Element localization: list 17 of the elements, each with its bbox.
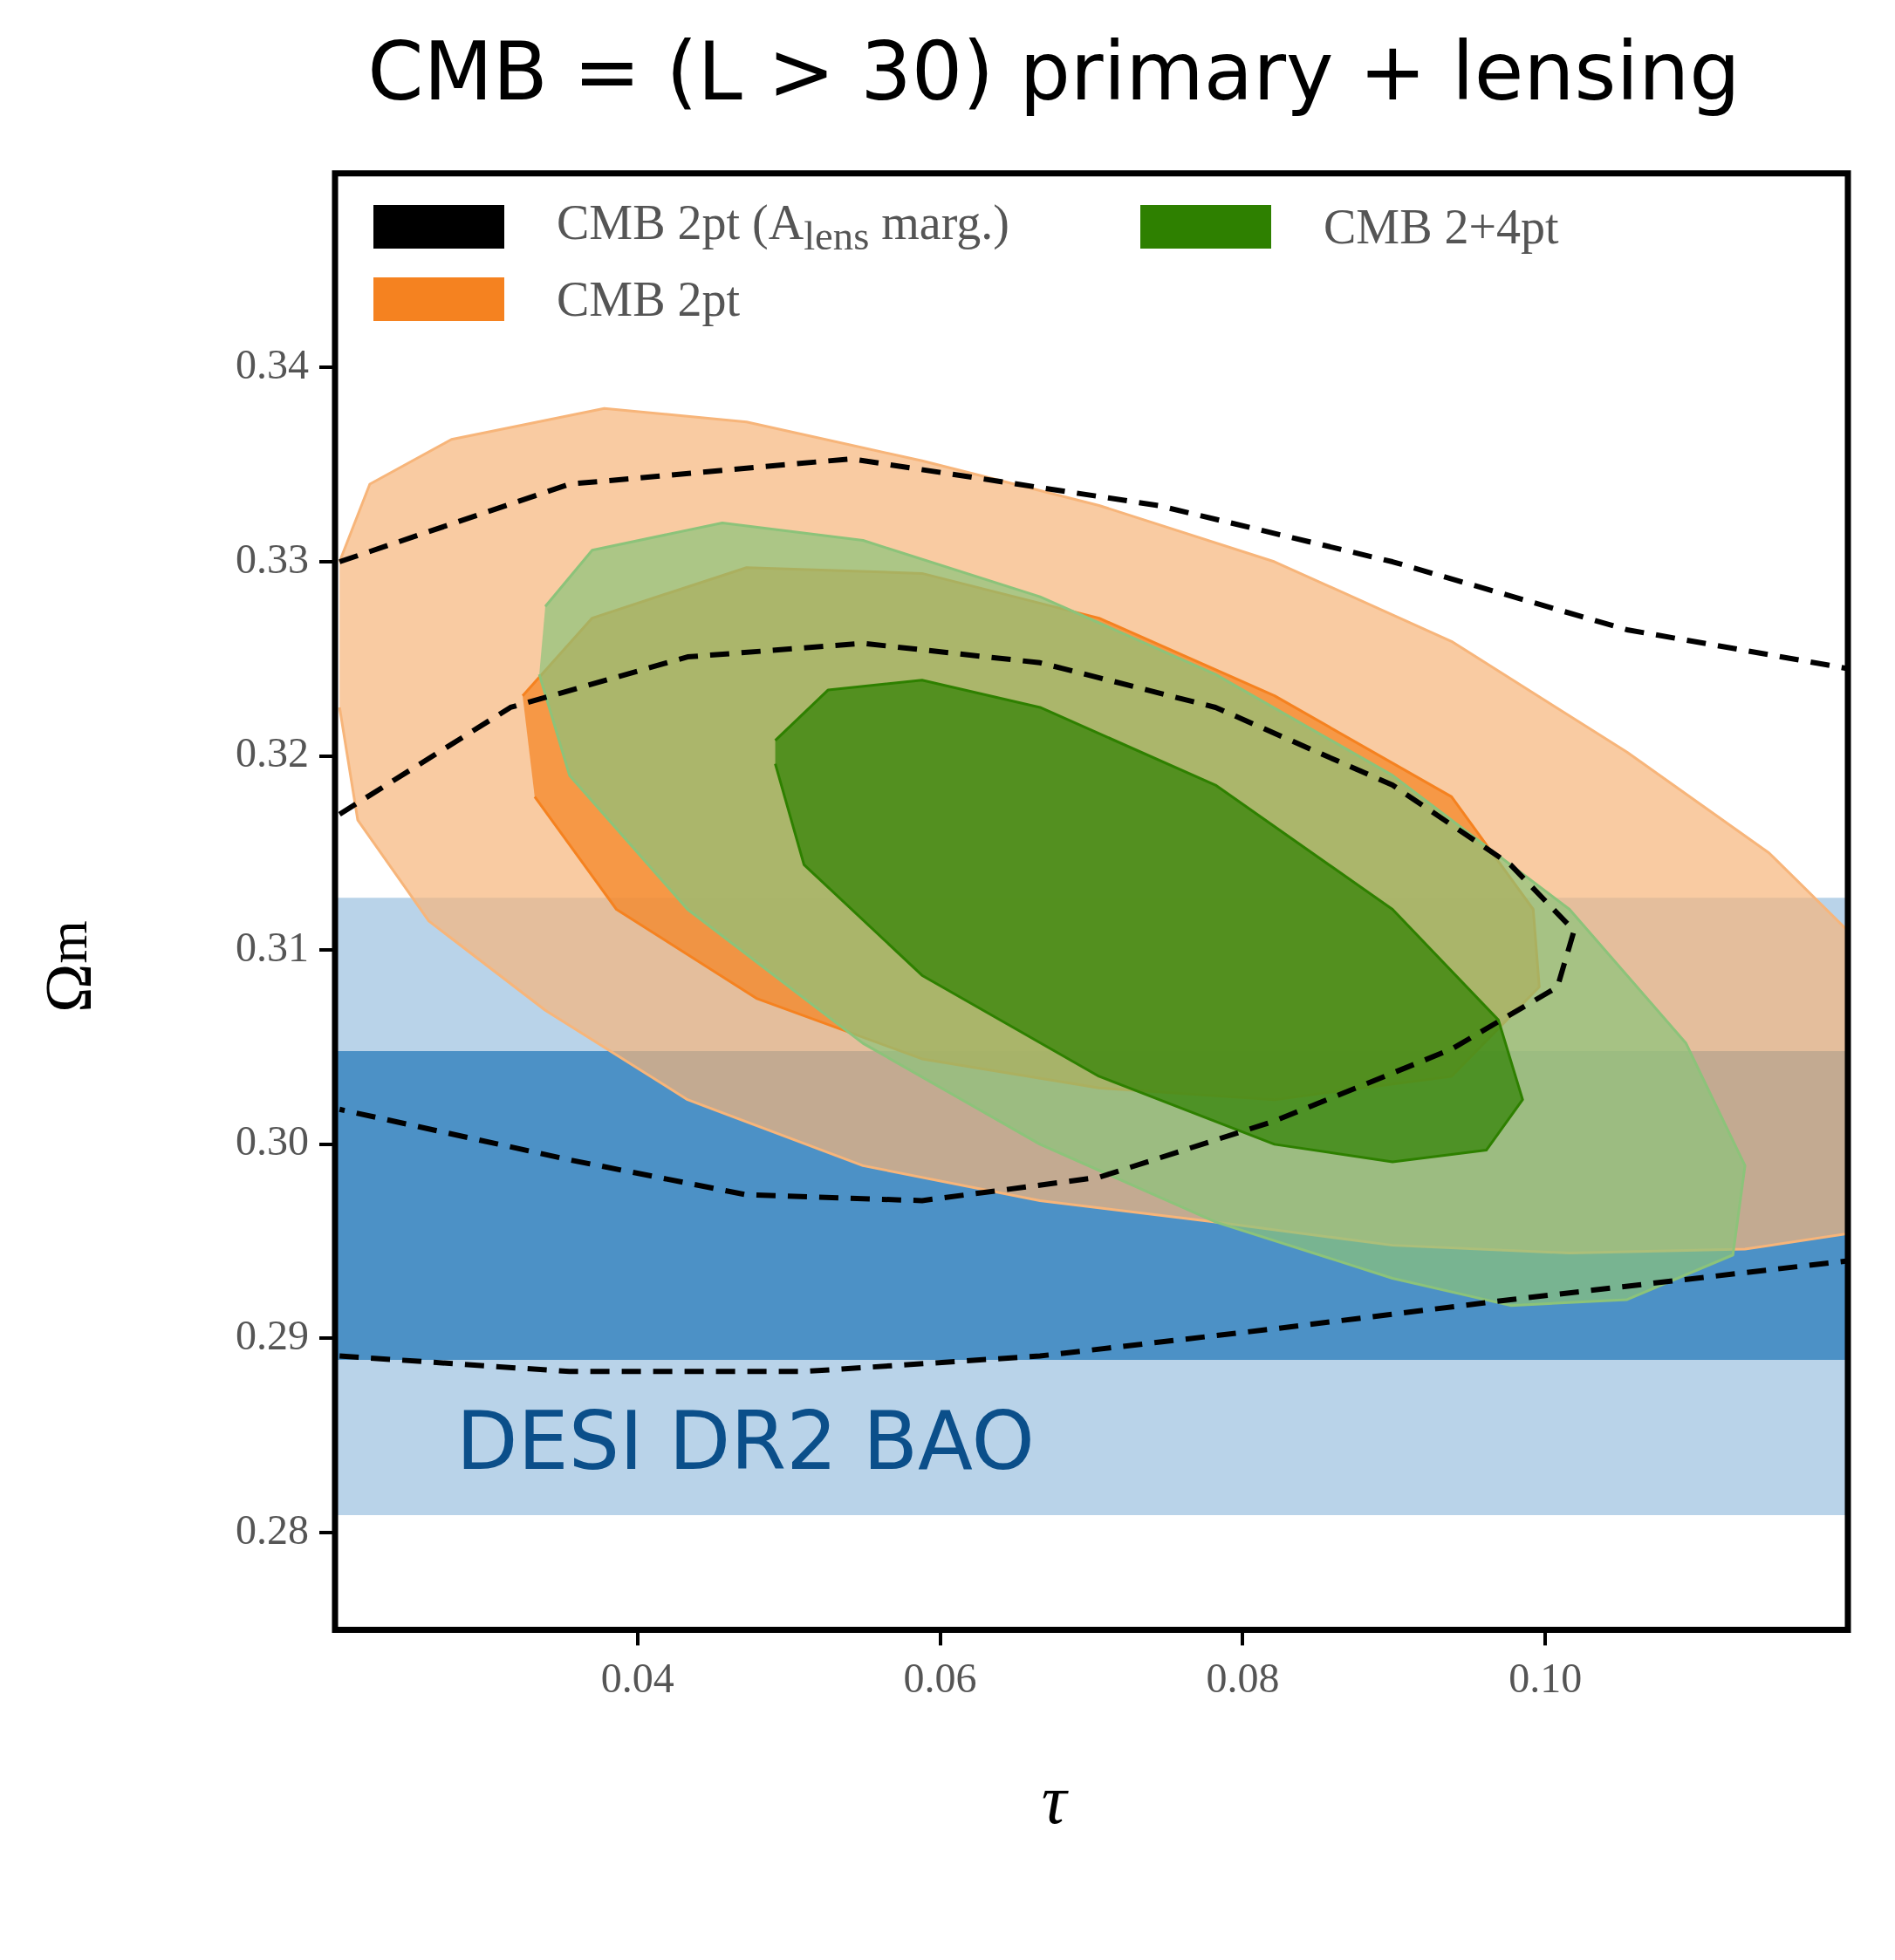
legend-label: CMB 2pt (A$_{lens}$ marg.) (557, 195, 1010, 260)
x-tick-label: 0.08 (1206, 1654, 1280, 1701)
y-tick-label: 0.32 (236, 729, 309, 776)
x-axis-title: τ (1040, 1760, 1070, 1840)
x-tick-label: 0.10 (1508, 1654, 1583, 1701)
y-tick-label: 0.31 (236, 923, 309, 970)
y-tick-label: 0.34 (236, 341, 309, 388)
x-tick-label: 0.04 (600, 1654, 674, 1701)
y-tick-label: 0.33 (236, 535, 309, 582)
annotation: DESI DR2 BAO (455, 1394, 1035, 1488)
legend-label: CMB 2pt (557, 271, 741, 328)
legend-label: CMB 2+4pt (1324, 199, 1559, 256)
x-tick-label: 0.06 (903, 1654, 977, 1701)
y-tick-label: 0.28 (236, 1506, 309, 1553)
y-tick-label: 0.29 (236, 1312, 309, 1359)
y-tick-label: 0.30 (236, 1117, 309, 1164)
chart-title: CMB = (L > 30) primary + lensing (366, 24, 1741, 120)
